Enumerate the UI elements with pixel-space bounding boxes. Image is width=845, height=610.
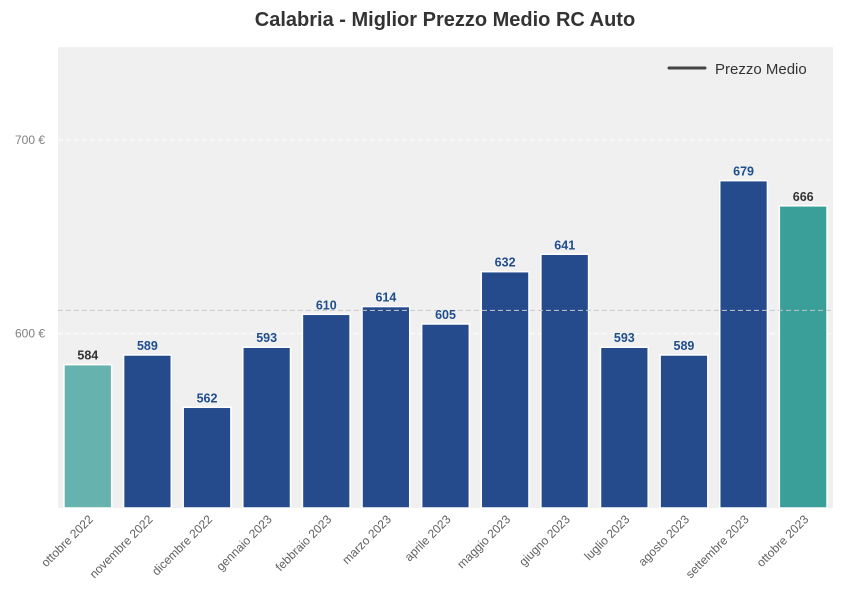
y-axis: 600 € 700 € bbox=[15, 133, 45, 341]
bar-value-label: 610 bbox=[316, 298, 337, 312]
bar bbox=[540, 253, 590, 509]
legend: Prezzo Medio bbox=[667, 61, 807, 78]
x-tick-label: dicembre 2022 bbox=[149, 512, 215, 578]
chart-title: Calabria - Miglior Prezzo Medio RC Auto bbox=[255, 9, 635, 31]
bar bbox=[718, 179, 769, 509]
x-tick-label: maggio 2023 bbox=[454, 512, 513, 571]
bar bbox=[122, 354, 173, 509]
bar-value-label: 632 bbox=[495, 256, 516, 270]
x-tick-label: settembre 2023 bbox=[683, 512, 752, 581]
bars-layer bbox=[63, 179, 828, 509]
legend-entry: Prezzo Medio bbox=[715, 61, 807, 78]
x-tick-label: agosto 2023 bbox=[635, 512, 692, 569]
bar-value-label: 589 bbox=[674, 339, 695, 353]
bar bbox=[420, 323, 471, 509]
bar bbox=[659, 354, 709, 509]
bar-value-label: 584 bbox=[77, 349, 98, 363]
y-tick-label: 600 € bbox=[15, 327, 45, 341]
x-tick-label: luglio 2023 bbox=[582, 512, 633, 563]
bar-value-label: 614 bbox=[375, 291, 396, 305]
x-tick-label: febbraio 2023 bbox=[273, 512, 335, 574]
bar bbox=[599, 346, 649, 509]
bar bbox=[182, 406, 232, 509]
bar-value-label: 666 bbox=[793, 190, 814, 204]
x-tick-label: gennaio 2023 bbox=[213, 512, 275, 574]
bar-value-label: 641 bbox=[554, 238, 575, 252]
x-tick-label: aprile 2023 bbox=[402, 512, 454, 564]
bar bbox=[480, 270, 530, 509]
bar-value-label: 593 bbox=[614, 331, 635, 345]
labels-layer: 584 589 562 593 610 614 605 632 641 593 589 679 666 bbox=[77, 165, 813, 406]
bar bbox=[778, 205, 828, 509]
bar-value-label: 562 bbox=[197, 391, 218, 405]
bar-value-label: 679 bbox=[733, 165, 754, 179]
bar bbox=[361, 305, 411, 509]
bar bbox=[63, 363, 113, 509]
x-tick-label: marzo 2023 bbox=[339, 512, 394, 567]
x-tick-label: ottobre 2022 bbox=[38, 512, 96, 570]
bar-value-label: 593 bbox=[256, 331, 277, 345]
y-tick-label: 700 € bbox=[15, 133, 45, 147]
bar bbox=[242, 346, 292, 509]
x-tick-label: ottobre 2023 bbox=[754, 512, 812, 570]
bar bbox=[301, 313, 351, 509]
bar-value-label: 605 bbox=[435, 308, 456, 322]
x-tick-label: giugno 2023 bbox=[516, 512, 573, 569]
x-tick-label: novembre 2022 bbox=[87, 512, 156, 581]
bar-value-label: 589 bbox=[137, 339, 158, 353]
